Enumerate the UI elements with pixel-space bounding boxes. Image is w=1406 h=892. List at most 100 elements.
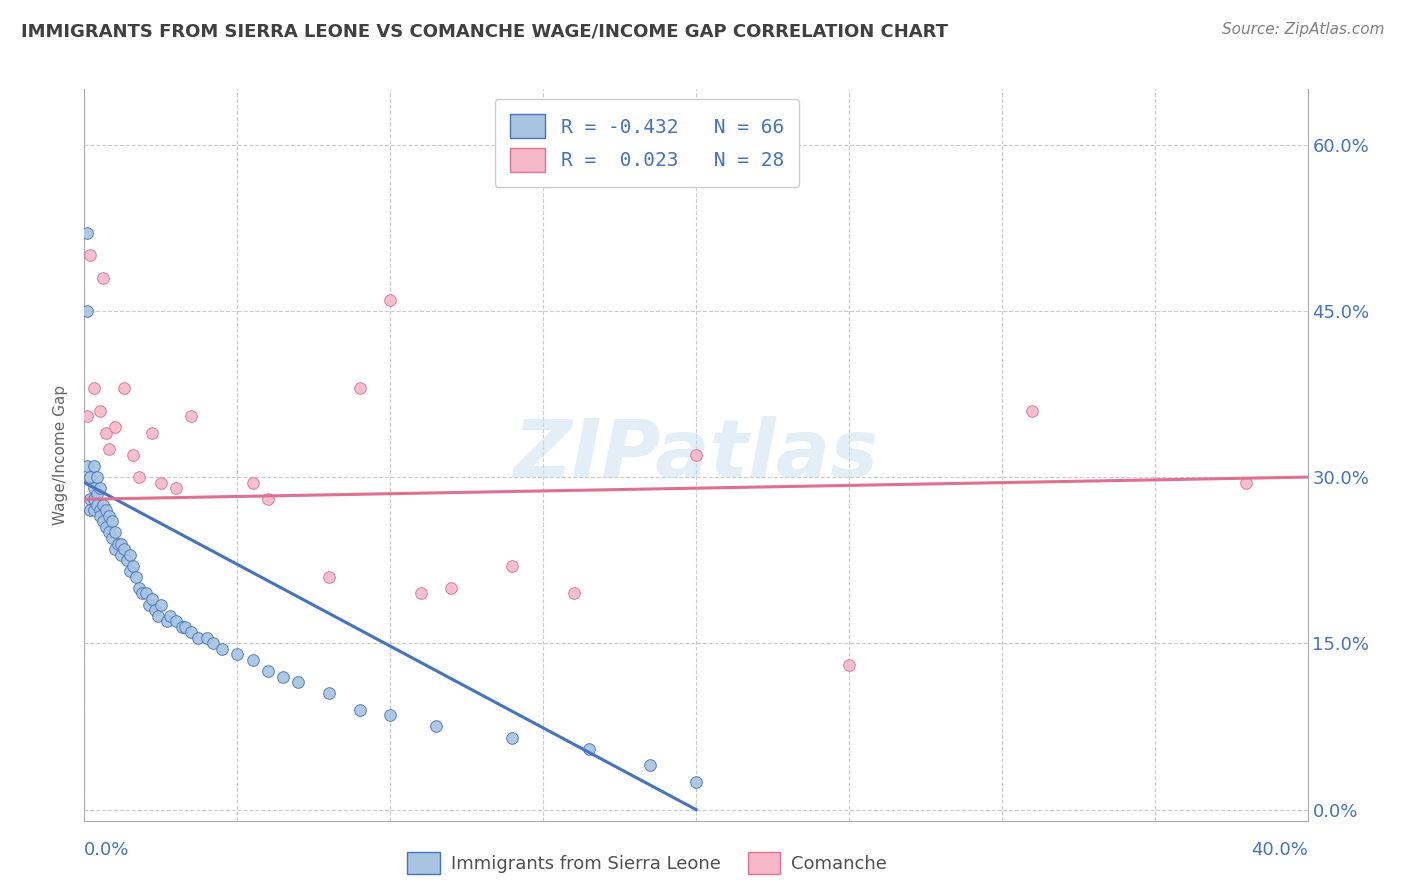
Point (83, 492, 105, 507)
Point (180, 625, 202, 640)
Point (79, 503, 101, 517)
Point (86, 470, 108, 484)
Point (349, 703, 371, 717)
Point (440, 581, 463, 595)
Point (128, 470, 150, 484)
Text: IMMIGRANTS FROM SIERRA LEONE VS COMANCHE WAGE/INCOME GAP CORRELATION CHART: IMMIGRANTS FROM SIERRA LEONE VS COMANCHE… (21, 22, 948, 40)
Point (425, 719, 447, 733)
Point (242, 653, 264, 667)
Y-axis label: Wage/Income Gap: Wage/Income Gap (53, 384, 69, 525)
Point (89, 508, 111, 523)
Point (135, 586, 157, 600)
Point (122, 558, 145, 573)
Point (79, 470, 101, 484)
Point (104, 420, 127, 434)
Point (97, 525, 120, 540)
Point (180, 409, 202, 424)
Point (89, 403, 111, 417)
Point (318, 686, 340, 700)
Point (186, 631, 208, 645)
Point (83, 503, 105, 517)
Point (101, 515, 124, 529)
Point (146, 608, 169, 623)
Text: 0.0%: 0.0% (84, 840, 129, 859)
Point (156, 614, 179, 628)
Point (112, 381, 135, 395)
Point (86, 498, 108, 512)
Point (125, 570, 148, 584)
Point (89, 481, 111, 495)
Point (131, 586, 153, 600)
Point (685, 448, 707, 462)
Point (174, 620, 197, 634)
Point (79, 248, 101, 262)
Point (638, 758, 661, 772)
Point (110, 548, 132, 562)
Point (79, 492, 101, 507)
Point (107, 536, 129, 550)
Point (120, 548, 142, 562)
Point (83, 458, 105, 473)
Point (94, 425, 117, 440)
Point (380, 293, 402, 307)
Point (83, 381, 105, 395)
Point (94, 520, 117, 534)
Text: ZIPatlas: ZIPatlas (513, 416, 879, 494)
Point (104, 542, 127, 557)
Point (97, 508, 120, 523)
Point (91, 498, 114, 512)
Point (226, 648, 249, 662)
Point (165, 614, 187, 628)
Point (128, 581, 150, 595)
Point (502, 731, 524, 745)
Point (94, 503, 117, 517)
Point (101, 531, 124, 545)
Point (211, 641, 233, 656)
Point (838, 658, 860, 673)
Point (83, 481, 105, 495)
Point (138, 598, 160, 612)
Point (165, 481, 187, 495)
Point (141, 425, 163, 440)
Point (76, 303, 98, 318)
Point (409, 586, 432, 600)
Point (89, 503, 111, 517)
Point (287, 675, 309, 690)
Point (685, 775, 707, 789)
Point (562, 586, 585, 600)
Point (242, 475, 264, 490)
Point (86, 486, 108, 500)
Point (110, 536, 132, 550)
Point (1236, 475, 1258, 490)
Point (1021, 403, 1043, 417)
Point (76, 458, 98, 473)
Text: Source: ZipAtlas.com: Source: ZipAtlas.com (1222, 22, 1385, 37)
Point (141, 592, 163, 607)
Legend: Immigrants from Sierra Leone, Comanche: Immigrants from Sierra Leone, Comanche (401, 845, 894, 881)
Point (380, 708, 402, 723)
Point (76, 227, 98, 241)
Point (76, 409, 98, 424)
Point (172, 620, 194, 634)
Point (318, 570, 340, 584)
Point (104, 525, 127, 540)
Point (149, 475, 172, 490)
Point (349, 381, 371, 395)
Point (112, 542, 135, 557)
Point (97, 442, 120, 457)
Point (122, 448, 145, 462)
Point (91, 515, 114, 529)
Point (91, 270, 114, 285)
Point (143, 603, 166, 617)
Point (149, 598, 172, 612)
Point (159, 608, 181, 623)
Point (271, 669, 294, 683)
Text: 40.0%: 40.0% (1251, 840, 1308, 859)
Point (257, 664, 280, 678)
Point (195, 631, 218, 645)
Point (257, 492, 280, 507)
Point (578, 741, 600, 756)
Point (201, 636, 224, 650)
Point (115, 553, 138, 567)
Point (120, 564, 142, 578)
